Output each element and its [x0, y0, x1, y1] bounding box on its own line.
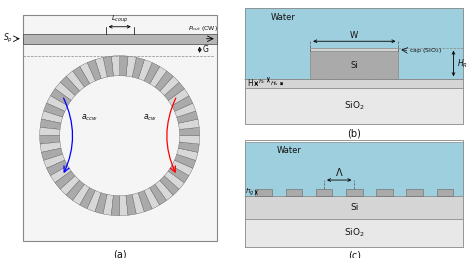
Text: $h_c$: $h_c$	[258, 77, 266, 86]
Text: $a_{cw}$: $a_{cw}$	[143, 113, 157, 123]
Wedge shape	[126, 56, 137, 77]
Wedge shape	[138, 60, 152, 81]
Wedge shape	[155, 180, 173, 200]
Wedge shape	[119, 195, 128, 216]
Wedge shape	[168, 166, 189, 183]
Text: $\Lambda$: $\Lambda$	[335, 166, 344, 178]
Wedge shape	[160, 76, 179, 95]
Wedge shape	[60, 176, 80, 195]
Text: $a_{ccw}$: $a_{ccw}$	[81, 113, 98, 123]
Bar	[406, 189, 423, 196]
Wedge shape	[177, 111, 198, 123]
Bar	[310, 48, 398, 51]
Bar	[245, 79, 464, 88]
Bar	[286, 189, 302, 196]
Text: (a): (a)	[113, 250, 127, 258]
Wedge shape	[144, 188, 160, 209]
Wedge shape	[164, 82, 184, 100]
Bar	[255, 189, 272, 196]
Wedge shape	[144, 63, 160, 84]
Wedge shape	[41, 111, 63, 123]
Wedge shape	[41, 148, 63, 160]
Text: H: H	[247, 79, 253, 88]
Wedge shape	[95, 193, 107, 214]
Text: W: W	[350, 31, 358, 40]
Text: $h_g$: $h_g$	[245, 187, 254, 198]
Wedge shape	[160, 176, 179, 195]
Wedge shape	[87, 60, 101, 81]
Wedge shape	[73, 67, 90, 87]
Bar	[245, 196, 464, 219]
Wedge shape	[60, 76, 80, 95]
Wedge shape	[73, 184, 90, 205]
Wedge shape	[174, 154, 196, 168]
Wedge shape	[177, 148, 198, 160]
Text: SiO$_2$: SiO$_2$	[344, 100, 365, 112]
Wedge shape	[55, 171, 75, 189]
Text: Water: Water	[271, 13, 295, 22]
Wedge shape	[95, 58, 107, 79]
Wedge shape	[50, 89, 71, 106]
Text: SiO$_2$: SiO$_2$	[344, 227, 365, 239]
Wedge shape	[178, 142, 199, 152]
Wedge shape	[66, 71, 84, 91]
Bar	[245, 142, 464, 196]
Wedge shape	[126, 194, 137, 215]
Wedge shape	[80, 63, 95, 84]
Text: $H_R$: $H_R$	[457, 57, 468, 70]
Wedge shape	[174, 103, 196, 117]
Bar	[245, 219, 464, 247]
Wedge shape	[80, 188, 95, 209]
Wedge shape	[87, 190, 101, 212]
Wedge shape	[46, 96, 68, 111]
Wedge shape	[164, 171, 184, 189]
Wedge shape	[168, 89, 189, 106]
Wedge shape	[40, 127, 60, 136]
Text: (c): (c)	[348, 250, 361, 258]
Wedge shape	[138, 190, 152, 212]
Text: $P_{out}$ (CW): $P_{out}$ (CW)	[188, 24, 218, 33]
Wedge shape	[40, 142, 61, 152]
Wedge shape	[44, 103, 65, 117]
Bar	[245, 8, 464, 79]
Wedge shape	[172, 160, 193, 176]
Bar	[346, 189, 363, 196]
Text: Si: Si	[350, 203, 358, 212]
Wedge shape	[40, 136, 60, 144]
Bar	[376, 189, 393, 196]
Text: $S_p$: $S_p$	[3, 32, 13, 45]
Wedge shape	[111, 195, 119, 216]
Text: Water: Water	[277, 146, 302, 155]
Wedge shape	[40, 119, 61, 130]
Bar	[437, 189, 453, 196]
Bar	[23, 34, 217, 44]
Bar	[310, 51, 398, 79]
Wedge shape	[46, 160, 68, 176]
Bar	[245, 88, 464, 124]
Wedge shape	[172, 96, 193, 111]
Text: Si: Si	[350, 61, 358, 70]
Wedge shape	[178, 119, 199, 130]
Wedge shape	[179, 136, 200, 144]
Wedge shape	[132, 58, 145, 79]
Wedge shape	[179, 127, 200, 136]
Wedge shape	[44, 154, 65, 168]
Wedge shape	[132, 193, 145, 214]
Text: $L_{coup}$: $L_{coup}$	[111, 13, 128, 25]
Wedge shape	[66, 180, 84, 200]
Bar	[316, 189, 332, 196]
Text: $H_s$: $H_s$	[271, 79, 279, 88]
Text: cap (SiO$_2$): cap (SiO$_2$)	[410, 46, 443, 55]
Wedge shape	[155, 71, 173, 91]
Wedge shape	[50, 166, 71, 183]
Text: G: G	[203, 45, 209, 54]
Wedge shape	[119, 56, 128, 76]
Wedge shape	[55, 82, 75, 100]
Text: (b): (b)	[347, 129, 361, 139]
Wedge shape	[103, 194, 113, 215]
Wedge shape	[150, 184, 167, 205]
Wedge shape	[103, 56, 113, 77]
Wedge shape	[111, 56, 119, 76]
Wedge shape	[150, 67, 167, 87]
